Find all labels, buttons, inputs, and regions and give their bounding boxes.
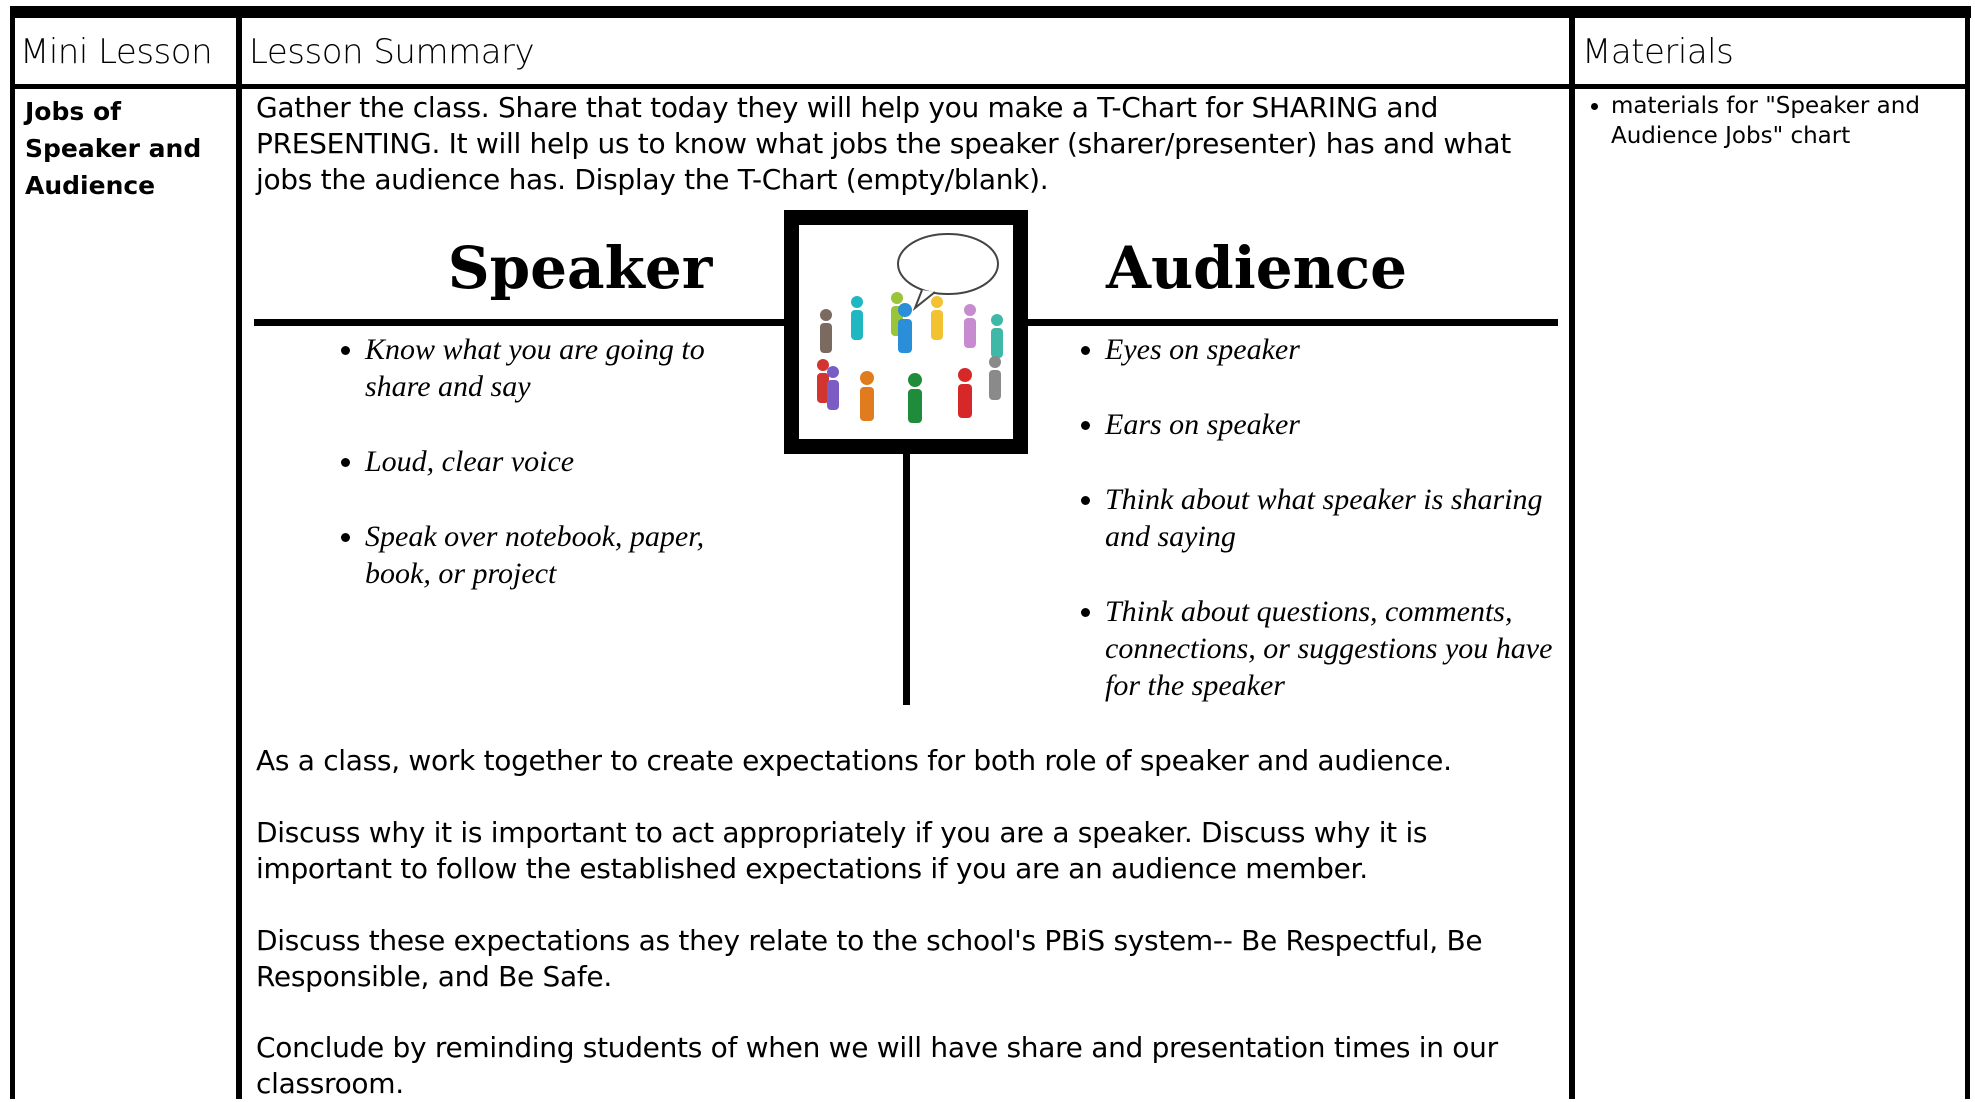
t-chart-column: Eyes on speaker Ears on speaker Think abou… [1065,331,1560,742]
materials-cell: materials for "Speaker and Audience Jobs… [1585,91,1960,151]
header-cell: Lesson Summary [249,32,535,72]
summary-paragraph: Discuss these expectations as they relat… [256,924,1483,993]
bullet-list: Know what you are going to share and say… [325,331,725,592]
people-icon [817,292,1003,423]
header-cell: Mini Lesson [20,32,213,72]
bullet-item: Loud, clear voice [365,443,725,480]
header-cell: Materials [1582,32,1734,72]
bullet-item: Speak over notebook, paper, book, or pro… [365,518,725,592]
material-item: materials for "Speaker and Audience Jobs… [1611,91,1960,151]
bullet-item: Ears on speaker [1105,406,1560,443]
bullet-item: Know what you are going to share and say [365,331,725,405]
summary-paragraph: Discuss why it is important to act appro… [256,816,1428,885]
t-chart-column: Know what you are going to share and say… [325,331,725,630]
t-chart-title: Speaker [447,234,713,302]
summary-paragraph: Conclude by reminding students of when w… [256,1031,1498,1100]
intro-paragraph: Gather the class. Share that today they … [256,91,1511,196]
bullet-item: Think about questions, comments, connect… [1105,593,1560,704]
t-chart-title: Audience [1106,234,1408,302]
bullet-item: Think about what speaker is sharing and … [1105,481,1560,555]
summary-paragraph: As a class, work together to create expe… [256,744,1452,777]
bullet-list: Eyes on speaker Ears on speaker Think abou… [1065,331,1560,704]
lesson-topic: Jobs of Speaker and Audience [25,97,202,200]
bullet-item: Eyes on speaker [1105,331,1560,368]
